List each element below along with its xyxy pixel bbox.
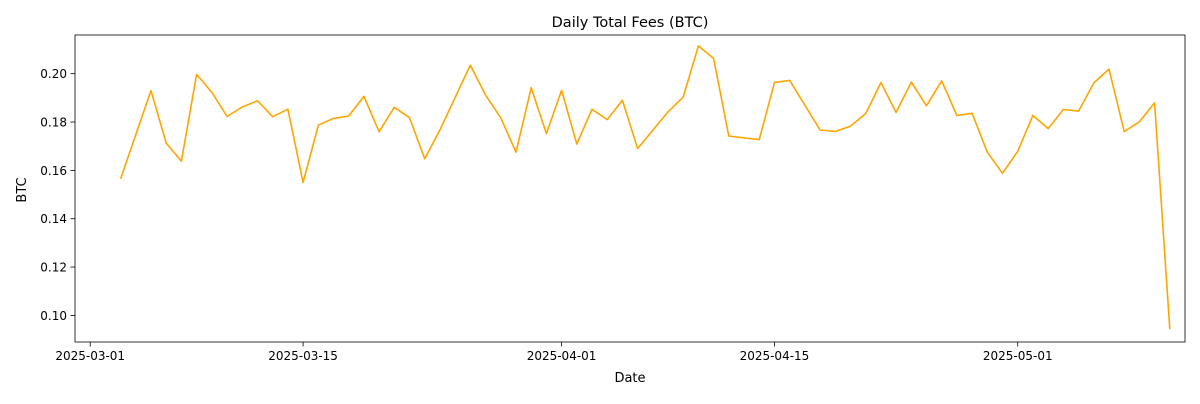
chart-title: Daily Total Fees (BTC) <box>552 15 709 31</box>
x-tick-label: 2025-04-15 <box>740 349 810 363</box>
plot-area <box>74 34 1186 343</box>
x-tick-label: 2025-05-01 <box>983 349 1053 363</box>
x-tick-label: 2025-03-01 <box>55 349 125 363</box>
y-tick-label: 0.18 <box>40 116 67 130</box>
y-tick-label: 0.10 <box>40 309 67 323</box>
y-tick-label: 0.12 <box>40 261 67 275</box>
plot-frame <box>74 34 1186 343</box>
x-tick-label: 2025-03-15 <box>268 349 338 363</box>
x-tick-label: 2025-04-01 <box>527 349 597 363</box>
y-tick-label: 0.16 <box>40 164 67 178</box>
y-tick-label: 0.14 <box>40 212 67 226</box>
y-axis-label: BTC <box>15 177 30 202</box>
x-axis: 2025-03-01 2025-03-15 2025-04-01 2025-04-15… <box>55 342 1053 363</box>
y-tick-label: 0.20 <box>40 67 67 81</box>
y-axis: 0.10 0.12 0.14 0.16 0.18 0.20 <box>40 67 75 323</box>
x-axis-label: Date <box>614 371 645 386</box>
series-layer <box>119 45 1171 330</box>
series-line <box>119 45 1171 330</box>
